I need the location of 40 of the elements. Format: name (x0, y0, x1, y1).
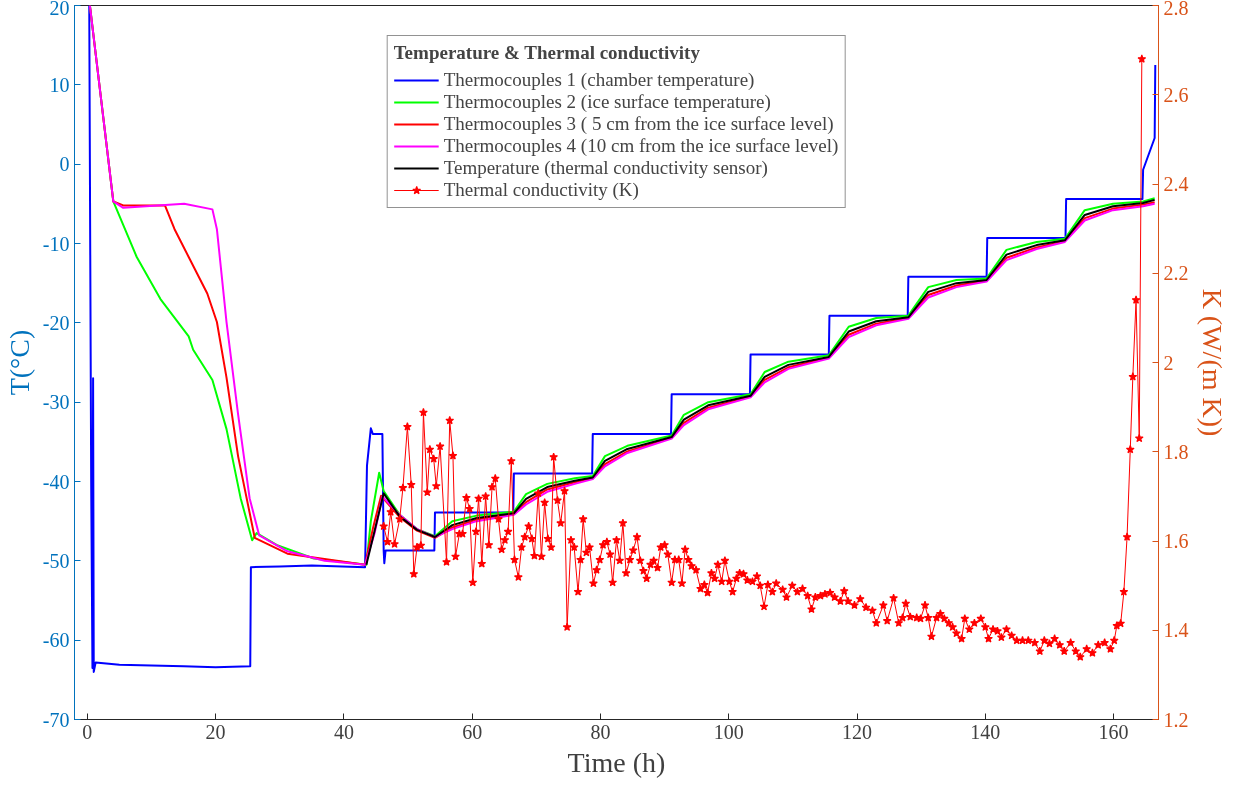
y-tick-label: 0 (59, 153, 70, 176)
y-tick-label: -10 (42, 232, 70, 255)
legend-label: Thermocouples 3 ( 5 cm from the ice surface level) (443, 113, 834, 135)
x-tick-label: 120 (842, 720, 873, 743)
x-tick-label: 80 (590, 720, 611, 743)
y-tick-label: 20 (49, 0, 70, 19)
line-series (365, 198, 1156, 566)
y2-tick-label: 2.6 (1163, 83, 1189, 106)
x-tick-label: 160 (1098, 720, 1129, 743)
y2-tick-label: 1.6 (1163, 530, 1189, 552)
y2-tick-label: 2 (1163, 351, 1174, 374)
legend-label: Thermocouples 1 (chamber temperature) (443, 69, 755, 91)
x-tick-label: 20 (205, 720, 226, 743)
y2-tick-label: 2.4 (1163, 173, 1189, 195)
legend-label: Thermal conductivity (K) (443, 179, 639, 201)
y2-tick-label: 2.8 (1163, 0, 1189, 19)
x-tick-label: 140 (970, 720, 1001, 743)
x-tick-label: 0 (82, 720, 93, 743)
y-tick-label: -60 (42, 629, 70, 652)
y-tick-label: 10 (49, 73, 70, 96)
x-axis-title: Time (h) (567, 746, 666, 778)
y2-axis-title: K (W/(m K)) (1196, 288, 1228, 437)
line-series (88, 5, 1157, 673)
y2-tick-label: 1.4 (1163, 619, 1189, 642)
legend-title: Temperature & Thermal conductivity (393, 42, 701, 64)
y-tick-label: -20 (42, 311, 70, 334)
x-tick-label: 40 (333, 720, 354, 743)
legend-label: Thermocouples 2 (ice surface temperature) (443, 91, 771, 113)
y2-tick-label: 1.2 (1163, 708, 1189, 731)
y-tick-label: -30 (42, 391, 70, 414)
legend-label: Temperature (thermal conductivity sensor) (443, 157, 768, 179)
y-tick-label: -50 (42, 549, 70, 572)
x-tick-label: 100 (713, 720, 744, 743)
y-axis-title: T(°C) (3, 329, 35, 396)
legend-label: Thermocouples 4 (10 cm from the ice surface level) (443, 135, 839, 157)
y2-tick-label: 1.8 (1163, 440, 1189, 463)
x-tick-label: 60 (462, 720, 483, 743)
y2-tick-label: 2.2 (1163, 262, 1189, 285)
y-tick-label: -70 (42, 708, 70, 731)
y-tick-label: -40 (42, 470, 70, 493)
